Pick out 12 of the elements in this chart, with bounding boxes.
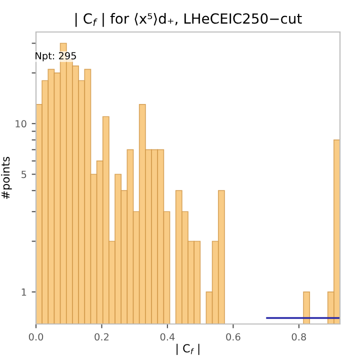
y-tick-label: 5 (22, 170, 26, 178)
x-tick-label: 0.6 (226, 333, 240, 341)
x-tick-label: 0.4 (160, 333, 175, 341)
x-tick-label: 0.0 (28, 333, 44, 341)
y-axis-title: #points (1, 156, 12, 199)
y-tick-label: 1 (22, 288, 26, 296)
x-tick-label: 0.8 (292, 333, 306, 341)
x-axis-title: | C$_{f}$ | (176, 344, 200, 355)
y-tick-label: 10 (16, 120, 26, 128)
annotation: Npt: 295 (36, 52, 76, 62)
chart-title: | C$_{f}$ | for ⟨x⁵⟩d₊, LHeCEIC250−cut (76, 12, 302, 27)
x-tick-label: 0.2 (94, 333, 108, 341)
